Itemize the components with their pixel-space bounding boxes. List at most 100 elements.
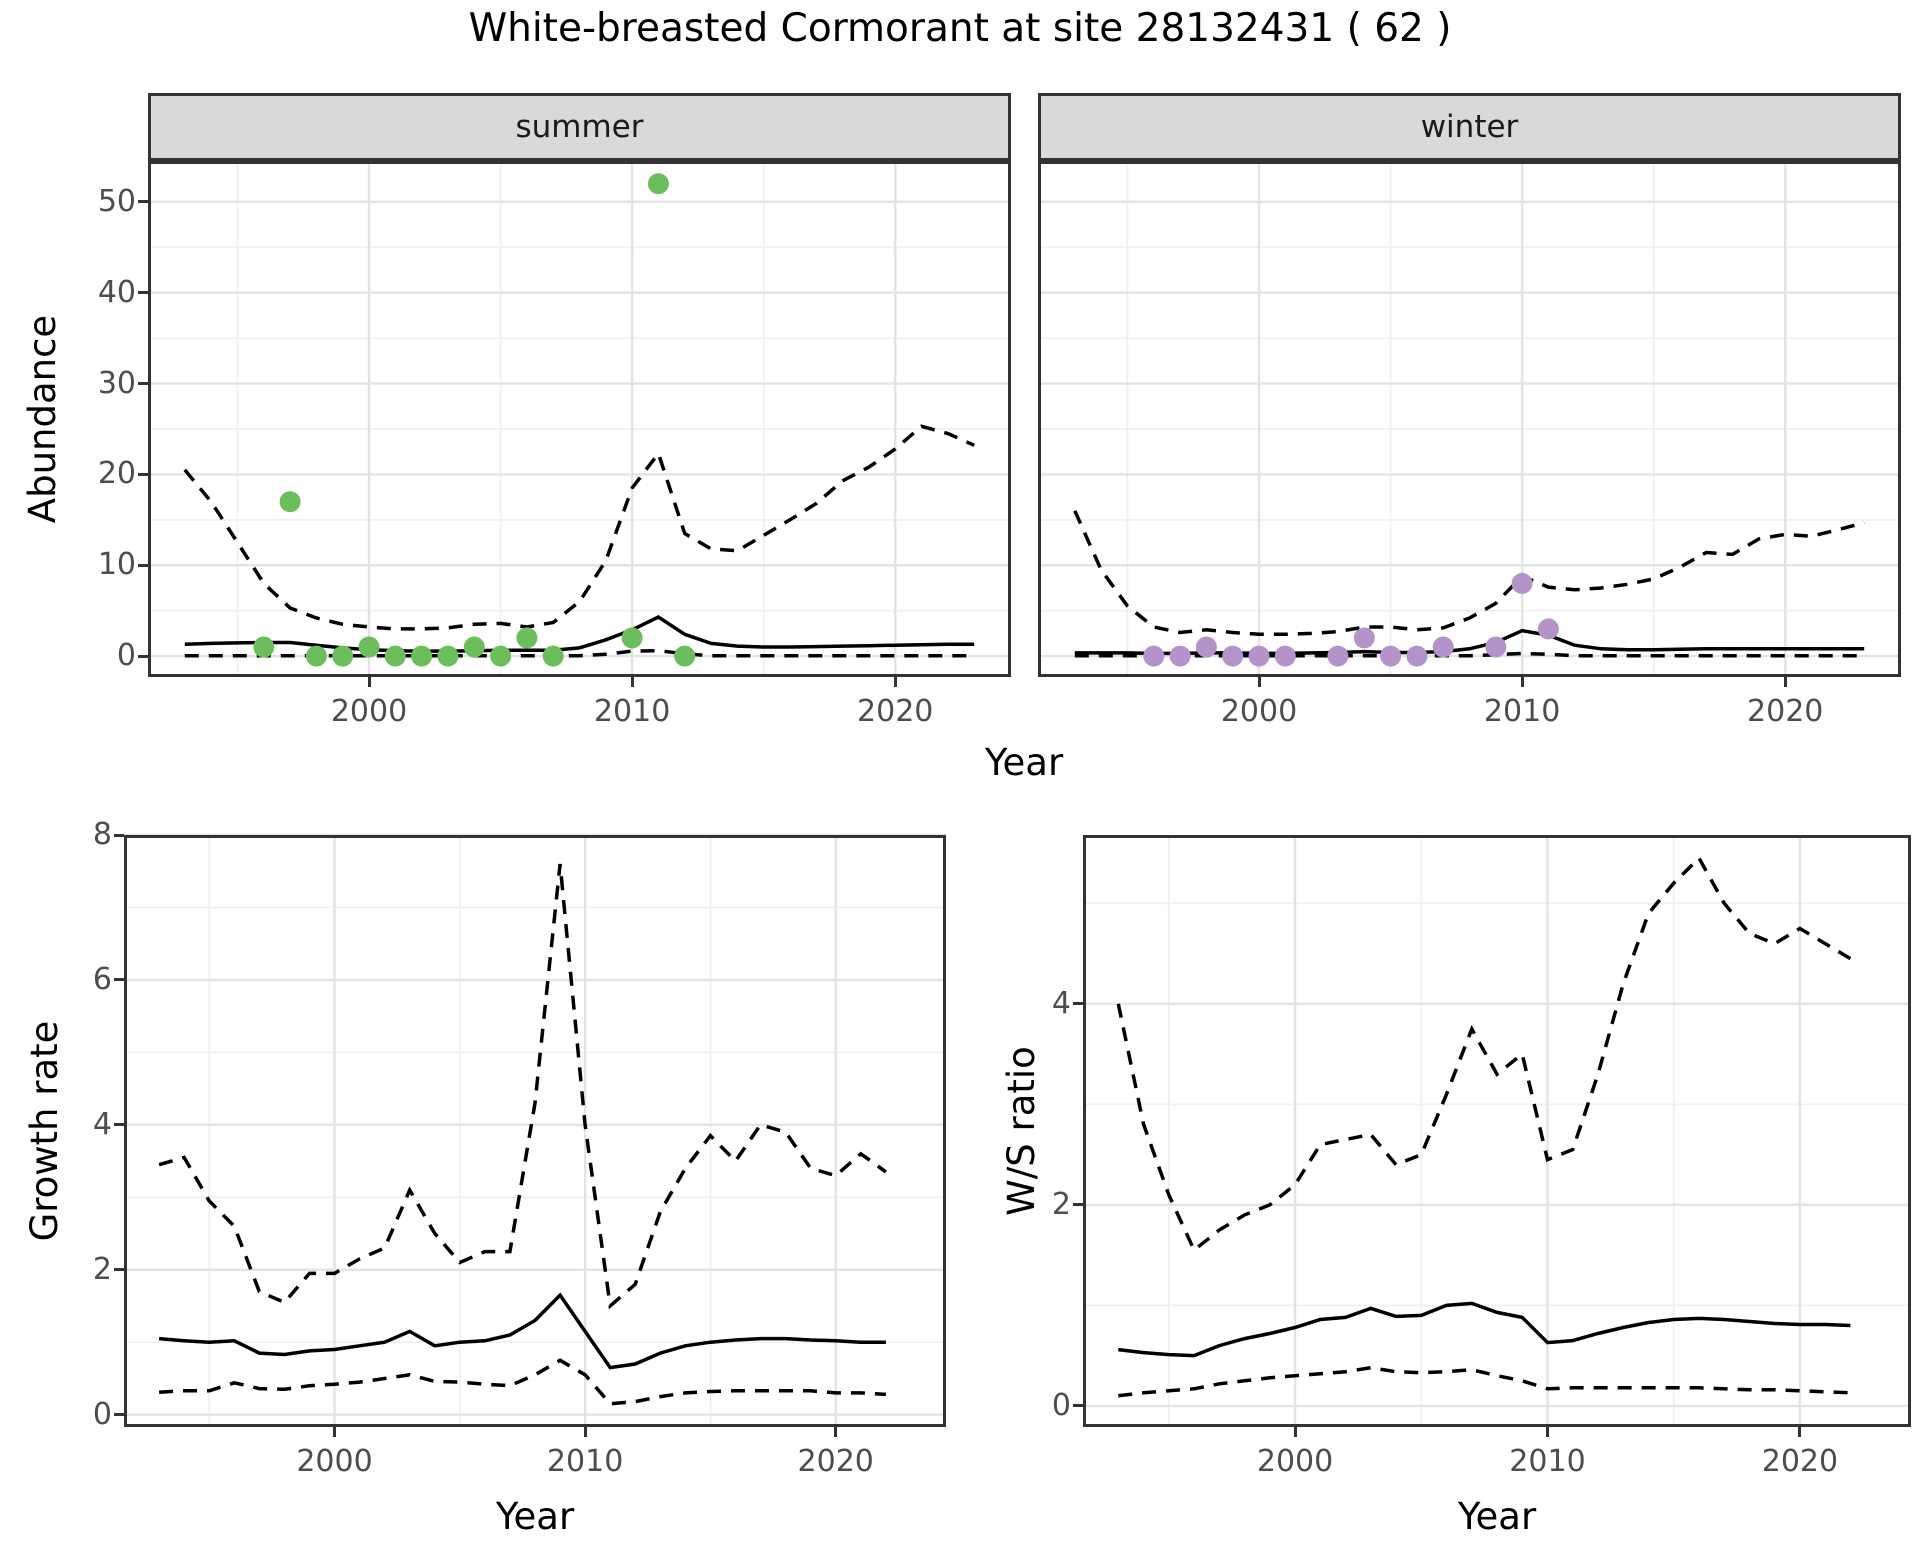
y-tick-mark [138,382,148,386]
y-tick-mark [138,291,148,295]
observed-count [1380,645,1402,667]
ci-lower-line [1118,1365,1851,1398]
model-fit-line [1074,628,1865,656]
y-tick-label: 6 [92,961,112,997]
y-tick-mark [114,833,124,837]
y-tick-label: 0 [92,1396,112,1432]
x-tick-mark [333,1427,336,1437]
y-tick-label: 20 [97,456,136,492]
y-tick-label: 50 [97,183,136,219]
x-tick-mark [367,677,371,687]
x-tick-label: 2000 [330,694,408,729]
y-tick-label: 4 [1051,985,1071,1021]
panel-abundance_summer [148,161,1011,677]
observed-count [305,645,327,667]
y-tick-label: 10 [97,547,136,583]
observed-count [1143,645,1165,667]
observed-count [1432,636,1454,658]
x-tick-label: 2010 [1483,694,1561,729]
x-tick-mark [1783,677,1787,687]
y-tick-label: 30 [97,365,136,401]
observed-count [1537,618,1559,640]
x-tick-label: 2010 [546,1444,624,1479]
observed-count [1248,645,1270,667]
x-tick-mark [583,1427,587,1437]
x-tick-mark [1545,1427,1549,1437]
x-tick-label: 2020 [797,1444,874,1479]
y-tick-mark [114,1413,124,1417]
x-tick-label: 2020 [1747,694,1824,729]
observed-count [1406,645,1428,667]
x-tick-label: 2000 [1220,694,1298,729]
x-tick-mark [1798,1427,1802,1437]
observed-count [516,627,538,649]
observed-count [1169,645,1191,667]
x-tick-label: 2000 [296,1444,373,1479]
observed-count [542,645,564,667]
ci-lower-line [159,1358,887,1406]
y-tick-mark [1073,1404,1083,1408]
model-fit-line [158,1292,886,1370]
facet-strip-winter: winter [1038,93,1901,161]
observed-count [674,645,696,667]
observed-count [411,645,433,667]
observed-count [1353,627,1375,649]
observed-count [1222,645,1244,667]
y-tick-label: 4 [92,1106,112,1142]
observed-count [1274,645,1296,667]
x-tick-label: 2020 [857,694,934,729]
x-tick-label: 2020 [1761,1444,1839,1479]
panel-growth [124,833,946,1427]
facet-strip-summer: summer [148,93,1011,161]
y-tick-label: 8 [92,817,112,852]
x-tick-mark [893,677,897,687]
y-tick-mark [138,563,148,567]
y-tick-label: 0 [116,638,136,674]
y-tick-label: 2 [92,1251,112,1287]
x-tick-label: 2000 [1256,1444,1334,1479]
y-tick-mark [138,472,148,476]
y-tick-mark [138,200,148,204]
y-tick-mark [114,978,124,982]
y-tick-label: 40 [97,274,136,310]
model-fit-line [184,614,975,653]
panel-border [1083,835,1911,1427]
facet-strip-winter-label: winter [1420,109,1519,145]
x-tick-label: 2010 [1509,1444,1586,1479]
observed-count [332,645,354,667]
y-tick-label: 2 [1051,1186,1071,1222]
chart-title: White-breasted Cormorant at site 2813243… [468,6,1452,51]
observed-count [384,645,406,667]
observed-count [253,636,275,658]
observed-count [1511,572,1533,594]
observed-count [358,636,380,658]
x-tick-label: 2010 [593,694,671,729]
y-tick-mark [114,1123,124,1127]
x-tick-mark [1257,677,1261,687]
observed-count [490,645,512,667]
panel-abundance_winter [1038,161,1901,677]
observed-count [463,636,485,658]
observed-count [437,645,459,667]
y-tick-mark [138,654,148,658]
x-tick-mark [630,677,634,687]
ci-upper-line [183,424,975,631]
y-tick-label: 0 [1051,1387,1071,1423]
facet-strip-summer-label: summer [515,109,644,145]
y-tick-mark [114,1268,124,1272]
model-fit-line [1118,1301,1851,1358]
x-axis-title-year-growth: Year [495,1495,575,1538]
panel-border [148,161,1011,677]
panel-border [1038,161,1901,677]
observed-count [1195,636,1217,658]
x-tick-mark [1520,677,1524,687]
observed-count [621,627,643,649]
observed-count [1327,645,1349,667]
ci-upper-line [1116,855,1852,1253]
panel-border [124,835,946,1427]
y-tick-mark [1073,1002,1083,1006]
observed-count [647,173,669,195]
ci-upper-line [158,863,887,1310]
x-tick-mark [834,1427,838,1437]
